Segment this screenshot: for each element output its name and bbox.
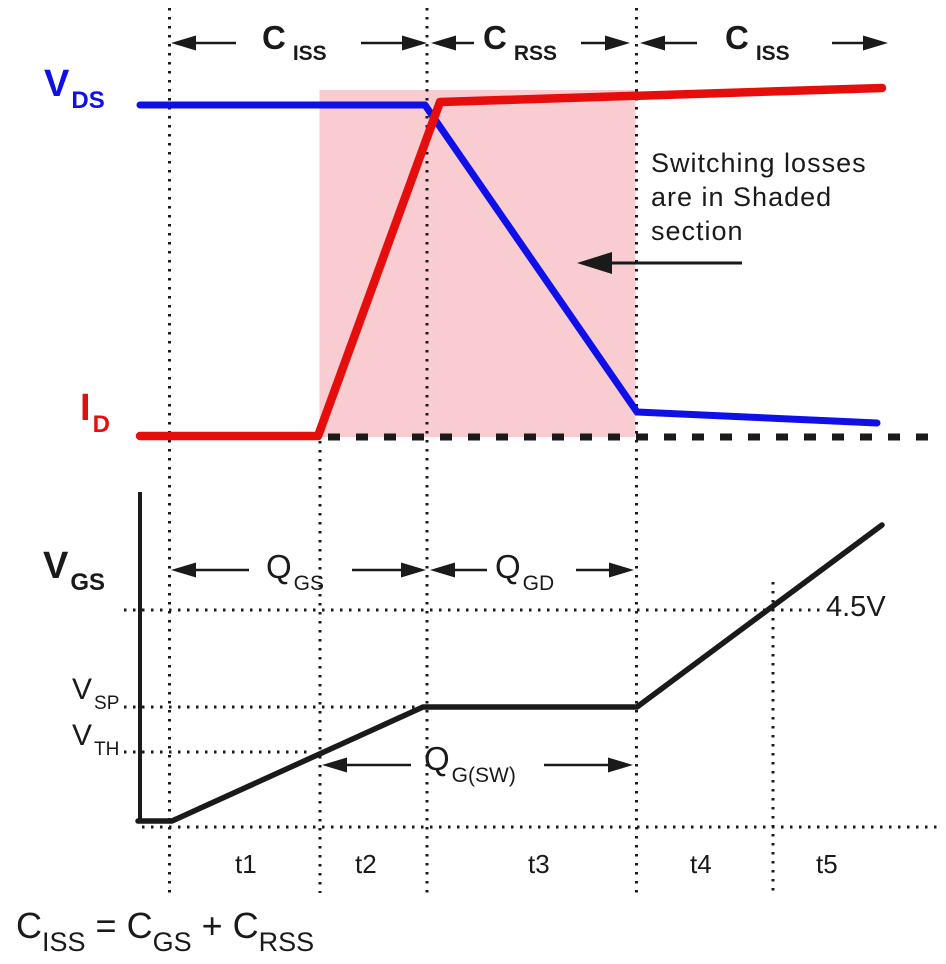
formula-lhs-subscript: ISS <box>42 927 86 957</box>
formula-a-main: C <box>126 905 153 946</box>
ciss-left-dimension-arrows <box>171 35 427 51</box>
ciss-right-dimension-arrows <box>640 35 888 51</box>
vds-label-subscript: DS <box>71 87 105 114</box>
arrowhead-left <box>640 35 665 51</box>
gate-voltage-4v5-label: 4.5V <box>826 591 886 623</box>
crss-subscript: RSS <box>513 42 558 65</box>
id-waveform <box>135 83 887 441</box>
formula-b-subscript: RSS <box>258 927 315 957</box>
formula-lhs-main: C <box>16 905 42 946</box>
ciss-left-main: C <box>262 19 286 56</box>
crss-main: C <box>483 19 507 56</box>
qgd-main: Q <box>495 548 521 585</box>
qgs-dimension-arrows <box>171 562 426 578</box>
formula-b-main: C <box>232 905 259 946</box>
arrowhead-right <box>608 757 633 773</box>
vsp-label: V SP <box>72 673 119 714</box>
qgsw-main: Q <box>424 740 450 777</box>
arrowhead-right <box>863 35 888 51</box>
annotation-line-1: Switching losses <box>651 148 867 178</box>
qgd-label: QGD <box>495 548 554 594</box>
qgsw-label: QG(SW) <box>424 740 516 786</box>
arrowhead-left <box>171 35 196 51</box>
qgs-main: Q <box>266 548 292 585</box>
vgs-label-subscript: GS <box>70 569 106 596</box>
arrowhead-right <box>605 35 630 51</box>
crss-region-label: C RSS <box>483 19 557 64</box>
vth-label: V TH <box>72 719 119 760</box>
arrowhead-left <box>431 35 456 51</box>
vgs-label-main: V <box>43 545 69 587</box>
formula-a-subscript: GS <box>152 927 192 957</box>
arrowhead-left <box>577 252 612 274</box>
time-interval-t4: t4 <box>690 849 712 879</box>
arrowhead-left <box>171 562 196 578</box>
annotation-line-3: section <box>651 216 744 246</box>
arrowhead-left <box>430 562 455 578</box>
arrowhead-left <box>322 757 347 773</box>
vth-subscript: TH <box>94 739 120 760</box>
ciss-left-subscript: ISS <box>292 42 327 65</box>
vds-label: VDS <box>44 63 105 113</box>
qgsw-dimension-arrows <box>322 757 633 773</box>
formula-equals: = <box>95 905 117 946</box>
ciss-right-main: C <box>725 19 749 56</box>
qgd-dimension-arrows <box>430 562 634 578</box>
ciss-right-subscript: ISS <box>755 42 790 65</box>
capacitance-formula: CISS = CGS + CRSS <box>16 905 314 956</box>
qgs-label: QGS <box>266 548 324 594</box>
arrowhead-right <box>402 35 427 51</box>
shaded-section-pointer-arrow <box>577 252 742 274</box>
vgs-waveform <box>135 522 885 824</box>
formula-plus: + <box>201 905 223 946</box>
crss-dimension-arrows <box>431 35 630 51</box>
vgs-label: VGS <box>43 545 105 595</box>
qgd-subscript: GD <box>522 572 555 595</box>
qgs-subscript: GS <box>293 572 325 595</box>
vth-main: V <box>72 719 93 752</box>
time-interval-t1: t1 <box>235 849 257 879</box>
vds-label-main: V <box>44 63 70 105</box>
id-label: ID <box>80 387 110 437</box>
ciss-right-region-label: C ISS <box>725 19 790 64</box>
id-label-main: I <box>80 387 91 429</box>
time-interval-t5: t5 <box>816 849 838 879</box>
arrowhead-right <box>609 562 634 578</box>
annotation-line-2: are in Shaded <box>651 182 833 212</box>
vds-waveform <box>136 101 881 427</box>
ciss-left-region-label: C ISS <box>262 19 327 64</box>
arrowhead-right <box>401 562 426 578</box>
time-interval-t2: t2 <box>355 849 377 879</box>
switching-losses-annotation: Switching losses are in Shaded section <box>651 146 867 248</box>
time-interval-t3: t3 <box>528 849 550 879</box>
vsp-main: V <box>72 673 93 706</box>
id-label-subscript: D <box>92 411 110 438</box>
vsp-subscript: SP <box>94 693 120 714</box>
qgsw-subscript: G(SW) <box>451 764 516 787</box>
